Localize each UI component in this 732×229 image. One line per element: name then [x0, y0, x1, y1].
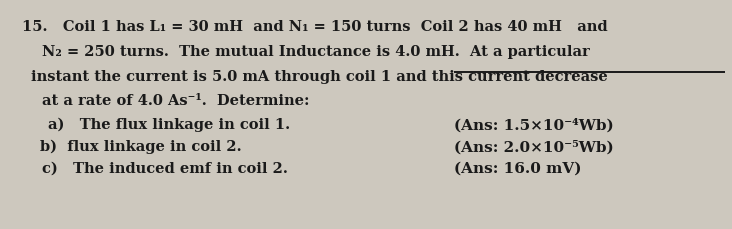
Text: at a rate of 4.0 As⁻¹.  Determine:: at a rate of 4.0 As⁻¹. Determine: [42, 94, 310, 108]
Text: c)   The induced emf in coil 2.: c) The induced emf in coil 2. [42, 161, 288, 175]
Text: 15.   Coil 1 has L₁ = 30 mH  and N₁ = 150 turns  Coil 2 has 40 mH   and: 15. Coil 1 has L₁ = 30 mH and N₁ = 150 t… [22, 20, 608, 34]
Text: a)   The flux linkage in coil 1.: a) The flux linkage in coil 1. [48, 117, 290, 132]
Text: N₂ = 250 turns.  The mutual Inductance is 4.0 mH.  At a particular: N₂ = 250 turns. The mutual Inductance is… [42, 45, 590, 59]
Text: b)  flux linkage in coil 2.: b) flux linkage in coil 2. [40, 139, 242, 154]
Text: instant the current is 5.0 mA through coil 1 and this current decrease: instant the current is 5.0 mA through co… [31, 70, 608, 84]
Text: (Ans: 1.5×10⁻⁴Wb): (Ans: 1.5×10⁻⁴Wb) [454, 117, 613, 132]
Text: (Ans: 16.0 mV): (Ans: 16.0 mV) [454, 161, 581, 175]
Text: (Ans: 2.0×10⁻⁵Wb): (Ans: 2.0×10⁻⁵Wb) [454, 139, 613, 154]
